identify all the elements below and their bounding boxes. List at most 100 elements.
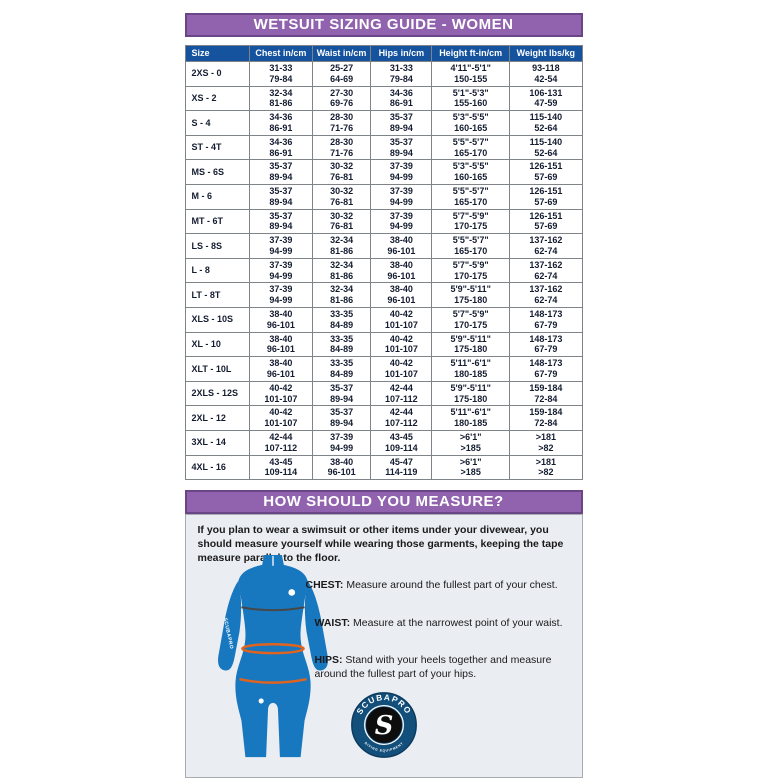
measurement-cell: 93-118 42-54 [509, 61, 583, 87]
measurement-cell: 5'1"-5'3" 155-160 [431, 85, 511, 112]
measurement-cell: 148-173 67-79 [509, 306, 583, 333]
measurement-cell: 34-36 86-91 [249, 134, 313, 161]
logo-inner-ring [363, 705, 404, 746]
instruction-text: Measure at the narrowest point of your w… [353, 616, 563, 629]
measurement-cell: 5'9"-5'11" 175-180 [431, 380, 511, 407]
measurement-cell: >6'1" >185 [431, 429, 511, 456]
size-cell: XL - 10 [184, 331, 251, 358]
table-body: 2XS - 0 31-33 79-84 25-27 64-69 31-33 79-84… [184, 61, 583, 481]
instruction-text: Measure around the fullest part of your … [346, 579, 558, 592]
measure-title: HOW SHOULD YOU MEASURE? [263, 493, 504, 511]
measurement-cell: 5'7"-5'9" 170-175 [431, 208, 511, 235]
size-cell: MS - 6S [184, 159, 251, 185]
measurement-cell: 32-34 81-86 [311, 282, 372, 308]
measurement-cell: 4'11"-5'1" 150-155 [431, 61, 511, 87]
measurement-cell: 35-37 89-94 [370, 134, 433, 161]
measure-instructions: CHEST: Measure around the fullest part o… [306, 579, 574, 682]
waist-measure-line [240, 643, 305, 655]
instruction-label: HIPS: [314, 654, 346, 667]
measurement-cell: 40-42 101-107 [370, 306, 433, 333]
table-row: 2XLS - 12S 40-42 101-107 35-37 89-94 42-44 … [184, 380, 583, 407]
measurement-cell: 35-37 89-94 [249, 159, 313, 185]
wetsuit-illustration: SCUBAPRO [217, 555, 328, 758]
measurement-cell: 34-36 86-91 [370, 85, 433, 112]
measurement-cell: 33-35 84-89 [311, 306, 372, 333]
measurement-cell: 38-40 96-101 [370, 233, 433, 259]
measurement-cell: 32-34 81-86 [249, 85, 313, 112]
measurement-cell: 37-39 94-99 [249, 257, 313, 284]
measurement-cell: 5'7"-5'9" 170-175 [431, 306, 511, 333]
measurement-cell: 5'7"-5'9" 170-175 [431, 257, 511, 284]
measurement-cell: 5'3"-5'5" 160-165 [431, 159, 511, 185]
instruction-label: WAIST: [314, 616, 353, 629]
table-row: ST - 4T 34-36 86-91 28-30 71-76 35-37 89-94… [184, 134, 583, 161]
wetsuit-silhouette [234, 555, 311, 758]
measurement-cell: 43-45 109-114 [370, 429, 433, 456]
measurement-cell: 5'9"-5'11" 175-180 [431, 282, 511, 308]
table-row: S - 4 34-36 86-91 28-30 71-76 35-37 89-94 5'… [184, 110, 583, 136]
measurement-cell: 137-162 62-74 [509, 282, 583, 308]
column-header: Chest in/cm [249, 45, 313, 62]
logo-center-disc [365, 707, 402, 744]
table-row: LS - 8S 37-39 94-99 32-34 81-86 38-40 96-10… [184, 233, 583, 259]
measurement-cell: 40-42 101-107 [370, 331, 433, 358]
table-row: 2XL - 12 40-42 101-107 35-37 89-94 42-44 10… [184, 405, 583, 431]
size-cell: 2XLS - 12S [184, 380, 251, 407]
measurement-cell: 5'9"-5'11" 175-180 [431, 331, 511, 358]
size-cell: XLS - 10S [184, 306, 251, 333]
measurement-cell: 32-34 81-86 [311, 257, 372, 284]
measurement-cell: 126-151 57-69 [509, 159, 583, 185]
sizing-guide-title-banner: WETSUIT SIZING GUIDE - WOMEN [184, 13, 583, 37]
suit-chest-badge [287, 589, 295, 596]
size-cell: LT - 8T [184, 282, 251, 308]
table-row: LT - 8T 37-39 94-99 32-34 81-86 38-40 96-10… [184, 282, 583, 308]
wetsuit-left-arm [217, 580, 241, 671]
measurement-cell: 159-184 72-84 [509, 380, 583, 407]
measurement-cell: 106-131 47-59 [509, 85, 583, 112]
measure-instruction: CHEST: Measure around the fullest part o… [306, 579, 574, 593]
measurement-cell: 37-39 94-99 [370, 183, 433, 210]
measurement-cell: 37-39 94-99 [249, 233, 313, 259]
measurement-cell: 25-27 64-69 [311, 61, 372, 87]
table-row: MT - 6T 35-37 89-94 30-32 76-81 37-39 94-99… [184, 208, 583, 235]
measurement-cell: 33-35 84-89 [311, 331, 372, 358]
table-row: 4XL - 16 43-45 109-114 38-40 96-101 45-47 1… [184, 454, 583, 481]
measurement-cell: 5'11"-6'1" 180-185 [431, 356, 511, 382]
measurement-cell: 40-42 101-107 [249, 380, 313, 407]
measurement-cell: 45-47 114-119 [370, 454, 433, 481]
measurement-cell: 27-30 69-76 [311, 85, 372, 112]
measurement-cell: 32-34 81-86 [311, 233, 372, 259]
measurement-cell: 35-37 89-94 [311, 405, 372, 431]
measurement-cell: 38-40 96-101 [249, 356, 313, 382]
measurement-cell: 40-42 101-107 [370, 356, 433, 382]
measure-intro: If you plan to wear a swimsuit or other … [197, 524, 564, 565]
sizing-guide-page: WETSUIT SIZING GUIDE - WOMEN Size Chest i… [184, 0, 583, 778]
size-cell: XLT - 10L [184, 356, 251, 382]
instruction-label: CHEST: [305, 579, 347, 592]
measurement-cell: 37-39 94-99 [249, 282, 313, 308]
column-header: Hips in/cm [370, 45, 433, 62]
measurement-cell: 38-40 96-101 [370, 282, 433, 308]
table-row: XLS - 10S 38-40 96-101 33-35 84-89 40-42 10… [184, 306, 583, 333]
measurement-cell: 159-184 72-84 [509, 405, 583, 431]
column-header: Waist in/cm [311, 45, 372, 62]
size-cell: 2XS - 0 [184, 61, 251, 87]
chest-measure-line [240, 606, 305, 612]
measurement-cell: 28-30 71-76 [311, 134, 372, 161]
measurement-cell: 35-37 89-94 [370, 110, 433, 136]
table-row: L - 8 37-39 94-99 32-34 81-86 38-40 96-101 5… [184, 257, 583, 284]
measurement-cell: 30-32 76-81 [311, 183, 372, 210]
measurement-cell: 5'5"-5'7" 165-170 [431, 233, 511, 259]
size-cell: 2XL - 12 [184, 405, 251, 431]
table-row: 2XS - 0 31-33 79-84 25-27 64-69 31-33 79-84… [184, 61, 583, 87]
column-header: Size [184, 45, 251, 62]
size-cell: ST - 4T [184, 134, 251, 161]
measurement-cell: 38-40 96-101 [370, 257, 433, 284]
size-cell: LS - 8S [184, 233, 251, 259]
size-cell: 3XL - 14 [184, 429, 251, 456]
suit-thigh-badge [258, 698, 264, 704]
size-cell: M - 6 [184, 183, 251, 210]
measurement-cell: 31-33 79-84 [370, 61, 433, 87]
measurement-cell: 5'5"-5'7" 165-170 [431, 183, 511, 210]
size-cell: L - 8 [184, 257, 251, 284]
